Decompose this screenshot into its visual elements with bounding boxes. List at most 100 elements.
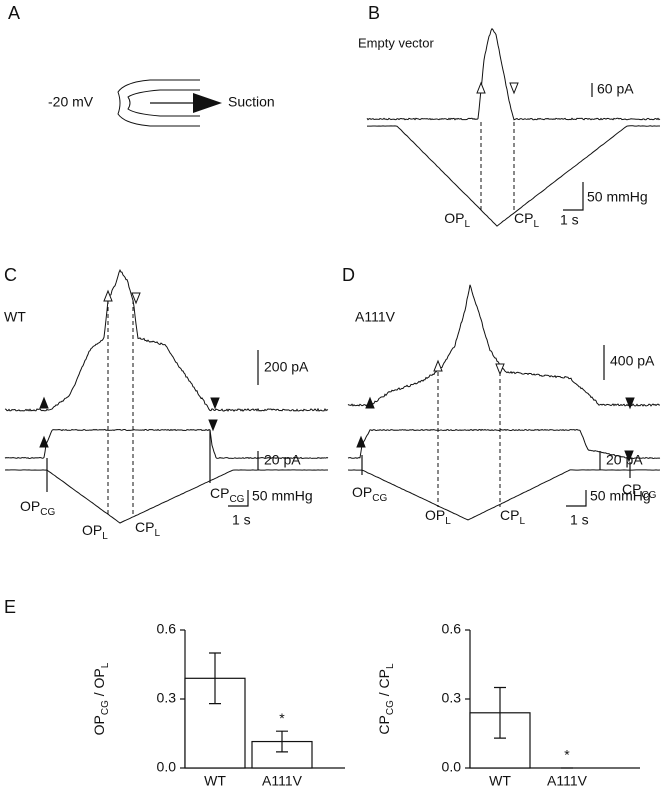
scale-bar — [566, 490, 587, 507]
panel-letter: C — [4, 265, 17, 285]
closed-arrowhead — [210, 397, 220, 410]
x-tick-label: A111V — [262, 773, 303, 789]
op-cg-label: OPCG — [20, 498, 55, 518]
y-tick-label: 0.0 — [442, 759, 462, 775]
panel-letter: A — [8, 3, 20, 23]
trace — [366, 27, 661, 121]
closed-arrowhead — [39, 435, 49, 448]
error-bar — [494, 686, 506, 739]
cp-l-label: CPL — [135, 519, 160, 539]
x-tick-label: WT — [489, 773, 511, 789]
cp-cg-label: CPCG — [622, 481, 657, 501]
significance-marker: * — [564, 747, 570, 763]
suction-label: Suction — [228, 94, 275, 110]
scale-label: 20 pA — [264, 452, 301, 468]
scale-label: 50 mmHg — [587, 189, 648, 205]
op-l-label-main: OP — [425, 507, 445, 523]
y-tick-label: 0.3 — [157, 690, 177, 706]
y-tick-label: 0.6 — [442, 621, 462, 637]
closed-arrowhead — [624, 450, 634, 463]
pipette-diagram — [117, 79, 222, 127]
y-axis-label-main: OP — [91, 715, 107, 735]
op-l-label-main: OP — [82, 522, 102, 538]
cp-cg-label-sub: CG — [229, 494, 244, 505]
op-cg-label: OPCG — [352, 484, 387, 504]
op-l-label-sub: L — [445, 516, 451, 527]
y-tick-label: 0.0 — [157, 759, 177, 775]
op-cg-label-main: OP — [20, 498, 40, 514]
panel-letter: E — [4, 597, 16, 617]
scale-bar — [563, 182, 584, 211]
error-bar — [276, 730, 288, 753]
cp-l-label-main: CP — [514, 210, 533, 226]
scale-label: 60 pA — [597, 81, 634, 97]
trace — [4, 268, 329, 412]
y-axis-label-sub: CG — [100, 700, 111, 715]
error-bar — [209, 652, 221, 705]
op-l-label-main: OP — [444, 210, 464, 226]
cp-l-label-main: CP — [135, 519, 154, 535]
open-arrowhead — [131, 292, 141, 305]
trace — [347, 428, 661, 460]
op-l-label: OPL — [444, 210, 470, 230]
panel-letter: B — [368, 3, 380, 23]
y-axis-label-sub: CG — [385, 700, 396, 715]
cp-cg-label-main: CP — [622, 481, 641, 497]
op-l-label-sub: L — [464, 219, 470, 230]
panel-title: A111V — [355, 309, 396, 325]
open-arrowhead — [103, 289, 113, 302]
scale-label: 1 s — [570, 512, 589, 528]
panel-title: WT — [4, 309, 26, 325]
trace — [367, 125, 660, 227]
op-l-label: OPL — [425, 507, 451, 527]
open-arrowhead — [509, 82, 519, 95]
cp-cg-label-sub: CG — [641, 490, 656, 501]
trace — [4, 469, 328, 524]
cp-cg-label-main: CP — [210, 485, 229, 501]
open-arrowhead — [476, 81, 486, 94]
open-arrowhead — [495, 363, 505, 376]
x-tick-label: WT — [204, 773, 226, 789]
cp-l-label-main: CP — [500, 507, 519, 523]
panel-title: Empty vector — [358, 35, 435, 50]
y-axis-label-main: / OP — [91, 668, 107, 700]
op-l-label: OPL — [82, 522, 108, 542]
closed-arrowhead — [208, 419, 218, 432]
x-tick-label: A111V — [547, 773, 588, 789]
trace — [347, 284, 660, 407]
y-axis-label: CPCG / CPL — [376, 663, 396, 735]
scale-bar — [228, 490, 249, 507]
holding-potential: -20 mV — [48, 94, 94, 110]
y-axis-label: OPCG / OPL — [91, 662, 111, 735]
y-axis-label-sub: L — [385, 663, 396, 669]
scale-label: 1 s — [232, 512, 251, 528]
y-tick-label: 0.3 — [442, 690, 462, 706]
op-cg-label-sub: CG — [40, 507, 55, 518]
scale-label: 200 pA — [264, 359, 309, 375]
cp-l-label: CPL — [500, 507, 525, 527]
op-cg-label-sub: CG — [372, 493, 387, 504]
y-axis-label-main: CP — [376, 715, 392, 734]
y-axis-label-sub: L — [100, 662, 111, 668]
op-cg-label-main: OP — [352, 484, 372, 500]
cp-l-label: CPL — [514, 210, 539, 230]
trace — [347, 469, 661, 521]
cp-cg-label: CPCG — [210, 485, 245, 505]
bar — [251, 740, 313, 769]
significance-marker: * — [279, 710, 285, 726]
cp-l-label-sub: L — [519, 516, 525, 527]
closed-arrowhead — [39, 396, 49, 409]
cp-l-label-sub: L — [533, 219, 539, 230]
trace — [4, 428, 329, 460]
scale-label: 50 mmHg — [252, 488, 313, 504]
y-tick-label: 0.6 — [157, 621, 177, 637]
closed-arrowhead — [356, 435, 366, 448]
closed-arrowhead — [625, 397, 635, 410]
scale-label: 20 pA — [606, 452, 643, 468]
open-arrowhead — [433, 359, 443, 372]
op-l-label-sub: L — [102, 531, 108, 542]
panel-letter: D — [342, 265, 355, 285]
y-axis-label-main: / CP — [376, 669, 392, 700]
cp-l-label-sub: L — [154, 528, 160, 539]
